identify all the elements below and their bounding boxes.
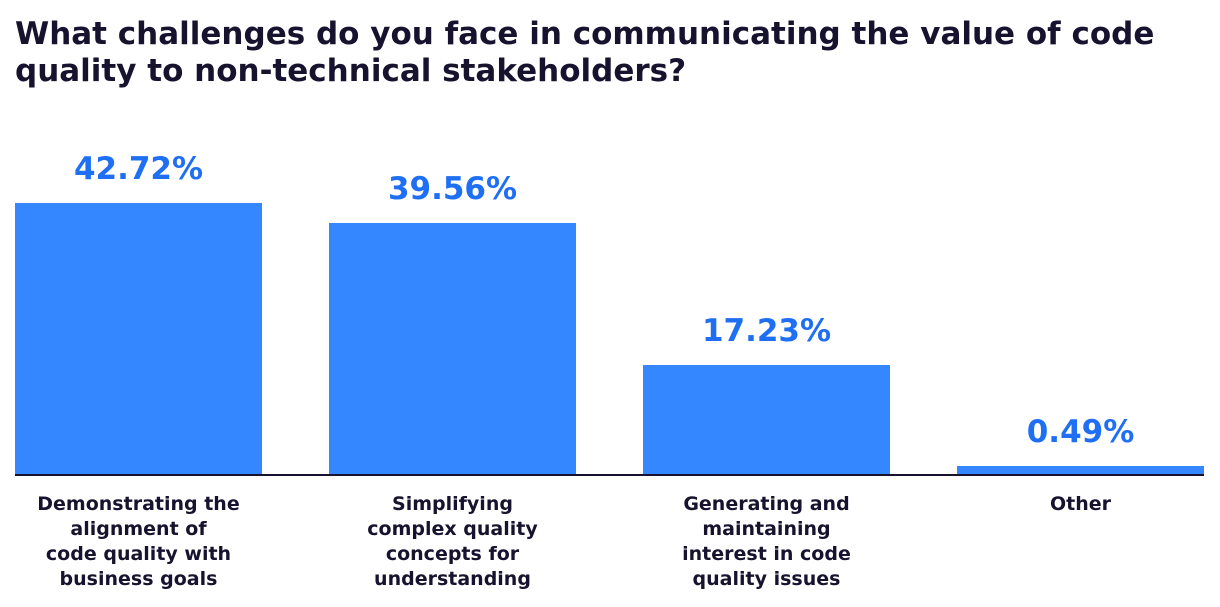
value-label: 17.23% (701, 312, 832, 349)
bar (329, 223, 576, 474)
baseline (15, 474, 1204, 476)
chart-title: What challenges do you face in communica… (15, 16, 1155, 89)
bar (643, 364, 890, 474)
value-label: 42.72% (73, 151, 204, 187)
value-label: 0.49% (1026, 414, 1135, 450)
bar (15, 203, 262, 474)
bar (957, 466, 1204, 474)
x-tick-label: Other (1049, 493, 1112, 515)
value-label: 39.56% (387, 171, 518, 208)
x-tick-label: Generating and maintaining interest in c… (682, 493, 851, 590)
x-tick-label: Simplifying complex quality concepts for… (367, 493, 538, 590)
x-tick-label: Demonstrating the alignment of code qual… (37, 493, 240, 590)
